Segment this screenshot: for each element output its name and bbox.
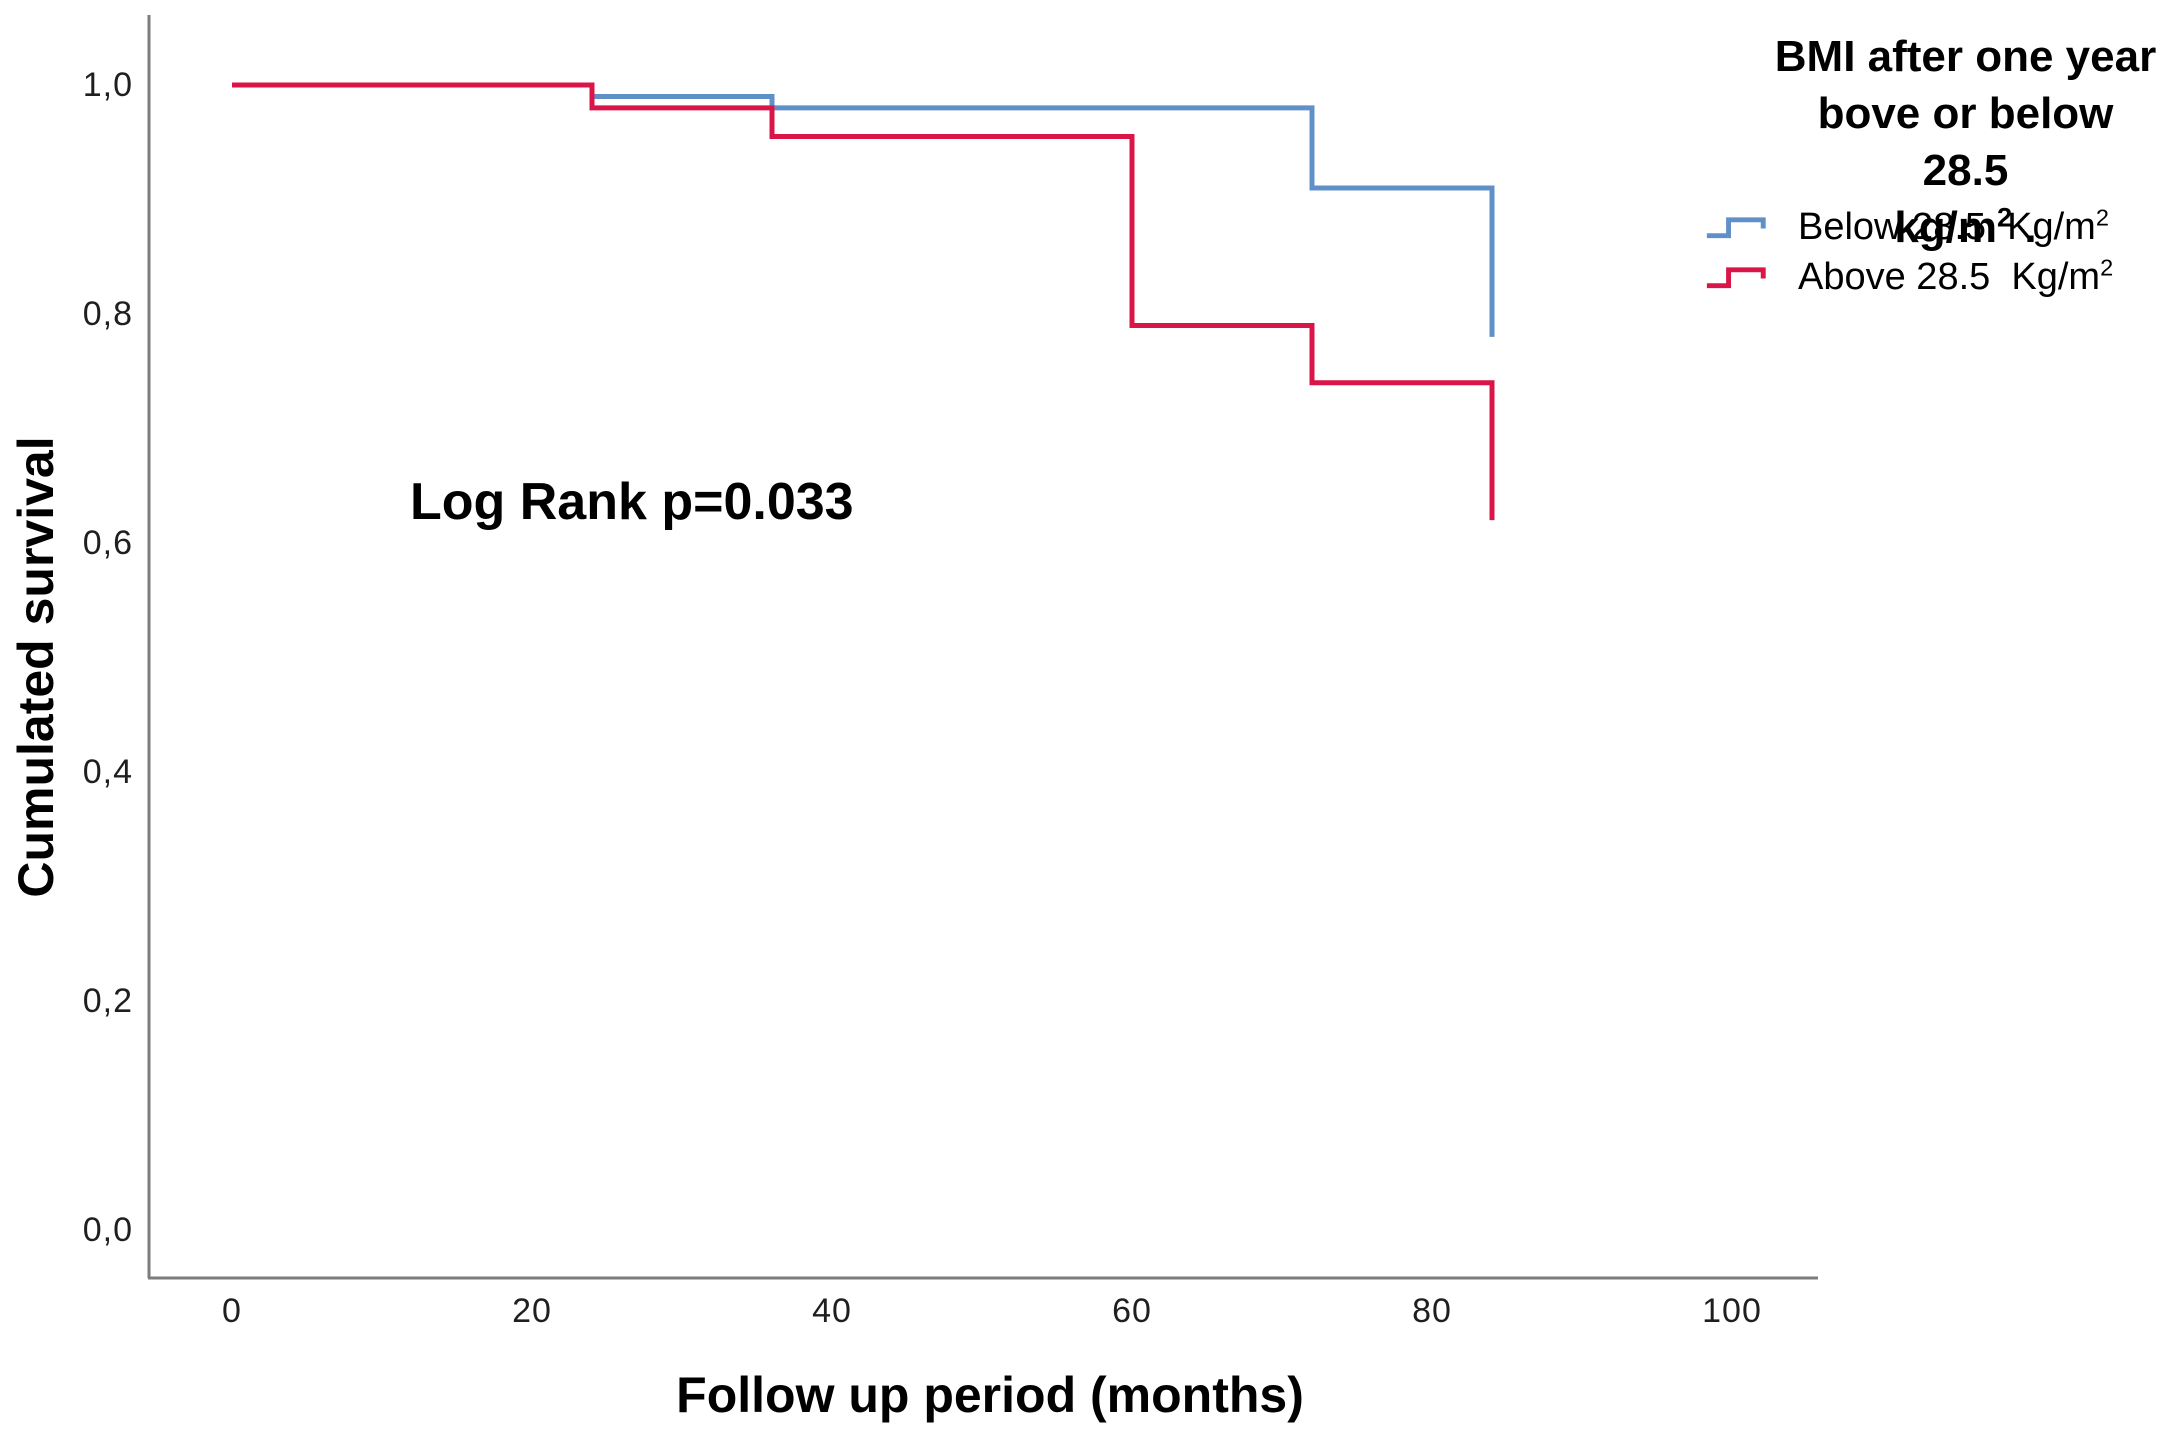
legend-entry-above: Above 28.5 Kg/m2	[1704, 254, 2113, 300]
legend-entry-label: Below 28.5 Kg/m2	[1798, 203, 2109, 248]
legend: BMI after one year bove or below 28.5 kg…	[1690, 28, 2161, 328]
x-axis-title: Follow up period (months)	[676, 1367, 1304, 1423]
legend-title-line: BMI after one year	[1774, 32, 2157, 81]
survival-curve-below	[232, 82, 1495, 337]
legend-entry-label: Above 28.5 Kg/m2	[1798, 253, 2114, 298]
y-tick-label: 0,8	[82, 295, 133, 333]
x-tick-label: 40	[812, 1292, 852, 1330]
legend-swatch-step-line-icon	[1706, 217, 1766, 239]
legend-title-line: kg/m2 .	[1894, 201, 2037, 252]
legend-title: BMI after one year bove or below 28.5 kg…	[1770, 28, 2161, 256]
survival-curve-above	[232, 82, 1495, 521]
log-rank-annotation: Log Rank p=0.033	[410, 473, 854, 531]
x-tick-label: 100	[1702, 1292, 1762, 1330]
x-tick-label: 60	[1112, 1292, 1152, 1330]
y-tick-label: 0,6	[82, 524, 133, 562]
y-tick-label: 0,0	[82, 1211, 133, 1249]
y-tick-label: 0,2	[82, 982, 133, 1020]
legend-title-line: bove or below 28.5	[1817, 89, 2114, 195]
y-tick-label: 0,4	[82, 753, 133, 791]
x-tick-label: 20	[512, 1292, 552, 1330]
legend-swatch-step-line-icon	[1706, 267, 1766, 289]
y-tick-label: 1,0	[82, 66, 133, 104]
y-axis-title: Cumulated survival	[8, 436, 64, 898]
x-tick-label: 0	[222, 1292, 242, 1330]
x-tick-label: 80	[1412, 1292, 1452, 1330]
legend-entry-below: Below 28.5 Kg/m2	[1704, 204, 2109, 250]
